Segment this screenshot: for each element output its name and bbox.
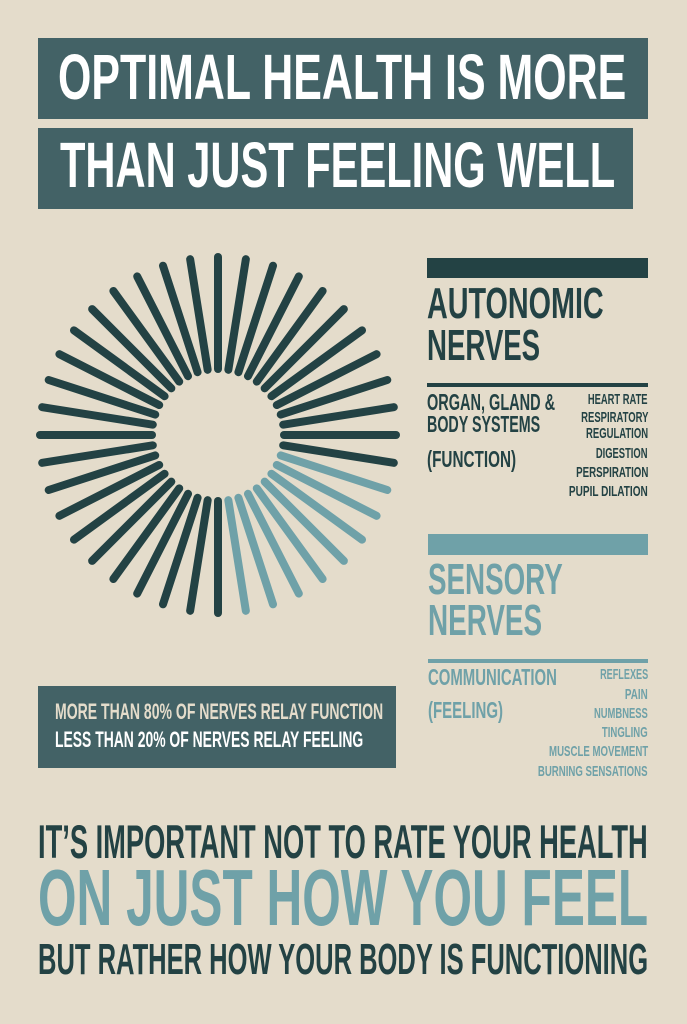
footer-line-3: BUT RATHER HOW YOUR BODY IS FUNCTIONING (38, 935, 649, 984)
footer-line-2: ON JUST HOW YOU FEEL (38, 853, 649, 942)
title-box-1 (38, 38, 648, 119)
function-ray (158, 261, 202, 377)
footer-line-1: IT’S IMPORTANT NOT TO RATE YOUR HEALTH (38, 815, 648, 868)
autonomic-bar (427, 258, 648, 278)
function-ray (158, 493, 202, 609)
function-ray (133, 272, 193, 381)
title-line-2: THAN JUST FEELING WELL (60, 129, 616, 201)
stats-function: MORE THAN 80% OF NERVES RELAY FUNCTION (55, 699, 384, 724)
sensory-item: BURNING SENSATIONS (538, 763, 648, 780)
function-ray (44, 451, 160, 495)
autonomic-divider (427, 383, 648, 387)
autonomic-heading-1: AUTONOMIC (427, 279, 604, 328)
sensory-divider (428, 659, 648, 663)
feeling-ray (272, 460, 381, 520)
function-ray (243, 272, 303, 381)
function-ray (38, 441, 157, 467)
function-ray (38, 403, 157, 429)
autonomic-desc-2: BODY SYSTEMS (427, 411, 541, 437)
sensory-item: TINGLING (602, 724, 648, 741)
sensory-desc-1: COMMUNICATION (428, 664, 557, 690)
autonomic-item: RESPIRATORY (580, 409, 648, 426)
function-ray (69, 469, 169, 544)
sensory-item: REFLEXES (599, 666, 648, 683)
sensory-bar (428, 534, 648, 555)
sensory-item: NUMBNESS (594, 705, 648, 722)
autonomic-heading-2: NERVES (427, 321, 541, 370)
stats-feeling: LESS THAN 20% OF NERVES RELAY FEELING (55, 727, 364, 752)
autonomic-function-tag: (FUNCTION) (427, 446, 517, 472)
feeling-ray (252, 484, 327, 584)
sensory-heading-2: NERVES (428, 596, 543, 645)
feeling-ray (276, 451, 392, 495)
feeling-ray (260, 477, 348, 565)
function-ray (88, 477, 176, 565)
autonomic-item: HEART RATE (588, 391, 648, 408)
feeling-ray (224, 496, 250, 615)
function-ray (88, 305, 176, 393)
feeling-ray (234, 493, 278, 609)
autonomic-item: PERSPIRATION (575, 464, 648, 481)
function-ray (186, 255, 212, 374)
function-ray (252, 286, 327, 386)
function-ray (55, 350, 164, 410)
function-ray (276, 375, 392, 419)
autonomic-item: DIGESTION (596, 445, 648, 462)
function-ray (109, 286, 184, 386)
function-ray (267, 326, 367, 401)
sensory-feeling-tag: (FEELING) (428, 697, 503, 723)
feeling-ray (243, 489, 303, 598)
stats-box (38, 686, 396, 768)
function-ray (55, 460, 164, 520)
title-box-2 (38, 128, 633, 209)
sensory-item: MUSCLE MOVEMENT (548, 743, 648, 760)
function-ray (279, 403, 398, 429)
function-ray (224, 255, 250, 374)
function-ray (186, 496, 212, 615)
function-ray (234, 261, 278, 377)
sensory-item: PAIN (625, 686, 648, 703)
autonomic-desc-1: ORGAN, GLAND & (427, 389, 556, 415)
function-ray (109, 484, 184, 584)
function-ray (279, 441, 398, 467)
autonomic-item: REGULATION (585, 425, 648, 442)
function-ray (272, 350, 381, 410)
function-ray (69, 326, 169, 401)
function-ray (133, 489, 193, 598)
function-ray (260, 305, 348, 393)
title-line-1: OPTIMAL HEALTH IS MORE (58, 41, 627, 113)
feeling-ray (267, 469, 367, 544)
function-ray (44, 375, 160, 419)
autonomic-item: PUPIL DILATION (569, 483, 648, 500)
sensory-heading-1: SENSORY (428, 555, 563, 604)
